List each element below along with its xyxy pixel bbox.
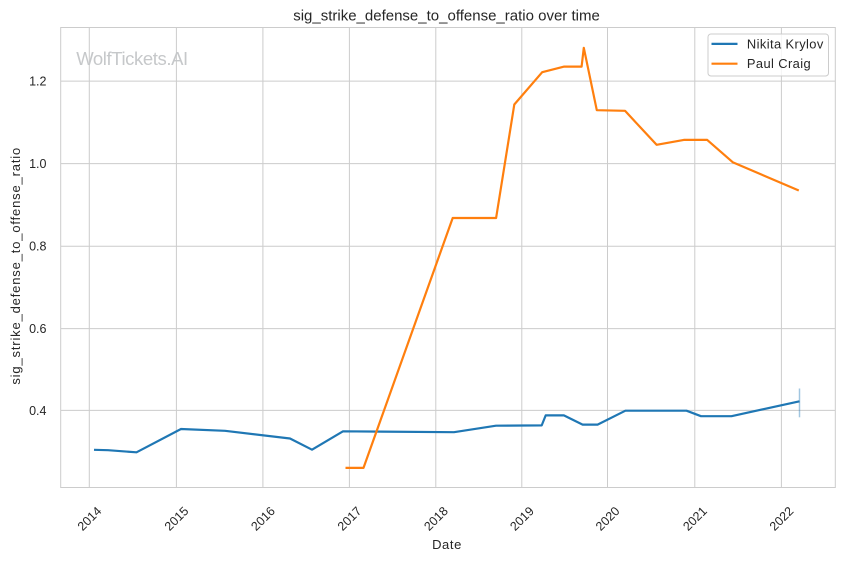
svg-text:0.4: 0.4 [29, 404, 46, 418]
svg-text:Nikita Krylov: Nikita Krylov [747, 36, 824, 51]
svg-text:Date: Date [432, 537, 462, 552]
svg-text:2019: 2019 [507, 504, 537, 534]
svg-text:0.8: 0.8 [29, 240, 46, 254]
svg-text:2014: 2014 [75, 504, 105, 534]
svg-text:0.6: 0.6 [29, 322, 46, 336]
svg-text:2015: 2015 [162, 504, 192, 534]
svg-text:1.2: 1.2 [29, 75, 46, 89]
svg-text:1.0: 1.0 [29, 157, 46, 171]
svg-text:sig_strike_defense_to_offense_: sig_strike_defense_to_offense_ratio [8, 147, 23, 385]
svg-text:2018: 2018 [421, 504, 451, 534]
svg-text:2020: 2020 [593, 504, 623, 534]
svg-text:2022: 2022 [767, 504, 797, 534]
svg-text:sig_strike_defense_to_offense_: sig_strike_defense_to_offense_ratio over… [293, 8, 600, 25]
svg-text:2017: 2017 [335, 504, 365, 534]
svg-text:Paul Craig: Paul Craig [747, 56, 811, 71]
svg-text:WolfTickets.AI: WolfTickets.AI [76, 48, 188, 69]
svg-text:2021: 2021 [680, 504, 710, 534]
svg-text:2016: 2016 [248, 504, 278, 534]
